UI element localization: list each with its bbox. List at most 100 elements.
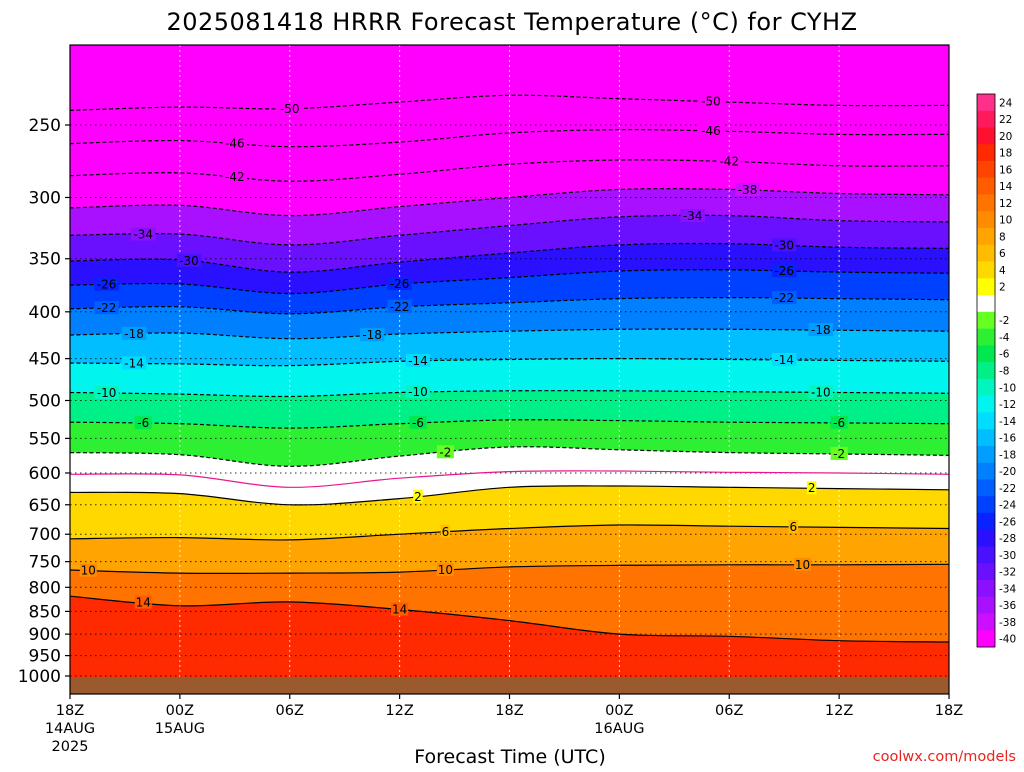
contour-label: -6 [833, 416, 845, 430]
x-tick-label: 16AUG [594, 721, 644, 737]
contour-line [70, 470, 949, 488]
colorbar-label: -16 [999, 433, 1016, 445]
contour-label-bg [131, 227, 156, 241]
contour-label: 6 [442, 525, 450, 539]
contour-label-bg [436, 562, 454, 576]
colorbar-swatch [977, 512, 995, 530]
contour-label: -26 [390, 277, 410, 291]
colorbar-swatch [977, 546, 995, 564]
contour-label: -14 [408, 354, 428, 368]
colorbar-label: 10 [999, 215, 1012, 227]
contour-label: -10 [408, 385, 428, 399]
colorbar-swatch [977, 613, 995, 631]
contour-label: -14 [124, 357, 144, 371]
contour-label-bg [698, 124, 724, 138]
contour-label-bg [717, 154, 742, 168]
contour-label-bg [771, 238, 797, 252]
colorbar-label: -12 [999, 399, 1016, 411]
ground-layer [70, 677, 949, 694]
contour-label-bg [830, 415, 848, 429]
y-tick-label: 700 [29, 525, 61, 545]
contour-label: 14 [392, 603, 407, 617]
colorbar-swatch [977, 94, 995, 112]
colorbar-label: -38 [999, 617, 1016, 629]
contour-label-bg [788, 519, 799, 533]
contour-line [70, 524, 949, 541]
contour-label-bg [735, 183, 760, 197]
colorbar-label: -10 [999, 382, 1016, 394]
contour-label-bg [359, 328, 385, 342]
contour-label-bg [94, 277, 119, 291]
colorbar-swatch [977, 596, 995, 614]
contour-label-bg [405, 353, 431, 367]
x-tick-label: 06Z [276, 703, 304, 719]
contour-line [70, 595, 949, 643]
contour-label-bg [409, 416, 427, 430]
y-tick-label: 800 [29, 578, 61, 598]
colorbar-label: 18 [999, 148, 1012, 160]
contour-label-bg [808, 385, 834, 399]
colorbar-swatch [977, 127, 995, 145]
contour-label: -34 [133, 228, 153, 242]
y-tick-label: 250 [29, 116, 61, 136]
x-tick-label: 00Z [605, 703, 633, 719]
contour-label-bg [830, 446, 848, 460]
contour-label: -34 [683, 209, 703, 223]
y-tick-label: 350 [29, 250, 61, 270]
contour-label-bg [806, 481, 817, 495]
contour-label: -10 [811, 385, 831, 399]
y-tick-label: 1000 [18, 667, 61, 687]
colorbar-swatch [977, 462, 995, 480]
contour-line [70, 269, 949, 295]
contour-label: -22 [97, 301, 117, 315]
x-tick-label: 14AUG [45, 721, 95, 737]
contour-label: -2 [833, 447, 845, 461]
contour-label-bg [698, 94, 724, 108]
colorbar-swatch [977, 378, 995, 396]
contour-label: -14 [774, 353, 794, 367]
colorbar-swatch [977, 412, 995, 430]
colorbar-frame [976, 93, 996, 648]
colorbar-label: -8 [999, 366, 1009, 378]
colorbar-swatch [977, 496, 995, 514]
contour-label: -50 [701, 95, 721, 109]
contour-line [70, 296, 949, 315]
colorbar: 24 22 20 18 16 14 12 10 8 6 4 2 -2 -4 -6 -8 -10 -12 -14 -16… [976, 93, 1016, 648]
colorbar-swatch [977, 630, 995, 648]
colorbar-label: -40 [999, 634, 1016, 646]
x-tick-label: 06Z [715, 703, 743, 719]
colorbar-label: -2 [999, 315, 1009, 327]
colorbar-label: 6 [999, 248, 1006, 260]
contour-label-bg [405, 385, 431, 399]
contour-label: -30 [774, 238, 794, 252]
contour-label: -2 [439, 445, 451, 459]
contour-label-bg [94, 301, 119, 315]
contour-label: -22 [390, 300, 410, 314]
contour-label: 6 [790, 520, 798, 534]
contour-label: -46 [701, 124, 721, 138]
contour-label: -18 [124, 327, 144, 341]
colorbar-swatch [977, 429, 995, 447]
contour-label: -18 [811, 323, 831, 337]
contour-label-bg [436, 445, 454, 459]
y-tick-label: 500 [29, 392, 61, 412]
colorbar-label: -18 [999, 449, 1016, 461]
contour-label-bg [413, 489, 423, 503]
chart-title: 2025081418 HRRR Forecast Temperature (°C… [166, 8, 857, 36]
colorbar-label: -14 [999, 416, 1016, 428]
colorbar-label: -6 [999, 349, 1010, 361]
ground-fill [70, 677, 949, 694]
contour-label-bg [771, 352, 797, 366]
contour-label: -42 [719, 154, 739, 168]
colorbar-swatch [977, 278, 995, 296]
contour-label-bg [680, 209, 705, 223]
x-tick-label: 15AUG [155, 721, 205, 737]
y-tick-label: 550 [29, 429, 61, 449]
contour-label: -10 [97, 386, 117, 400]
contour-label-bg [277, 101, 302, 115]
y-tick-label: 750 [29, 553, 61, 573]
contour-label: -18 [362, 328, 382, 342]
colorbar-label: 2 [999, 282, 1006, 294]
x-tick-label: 12Z [385, 703, 413, 719]
